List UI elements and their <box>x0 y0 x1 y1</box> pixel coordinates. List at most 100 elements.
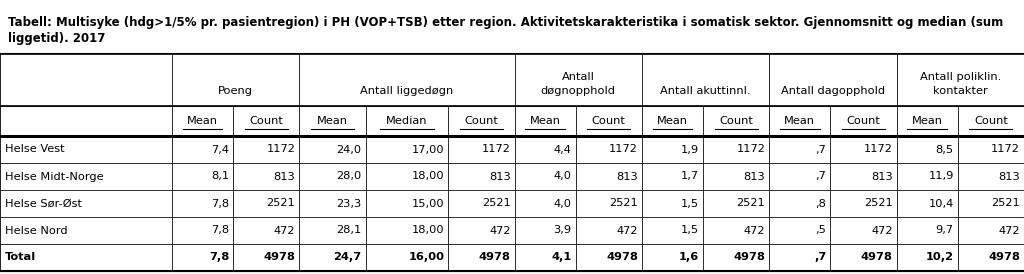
Bar <box>703 106 769 136</box>
Text: 1172: 1172 <box>609 144 638 155</box>
Bar <box>830 244 897 271</box>
Text: 2521: 2521 <box>609 198 638 209</box>
Bar <box>957 244 1024 271</box>
Bar <box>366 136 449 163</box>
Text: kontakter: kontakter <box>933 86 988 96</box>
Bar <box>703 244 769 271</box>
Bar <box>897 217 957 244</box>
Bar <box>897 136 957 163</box>
Bar <box>233 190 299 217</box>
Bar <box>642 217 703 244</box>
Text: 472: 472 <box>489 226 511 235</box>
Bar <box>575 136 642 163</box>
Text: Antall poliklin.: Antall poliklin. <box>920 72 1000 82</box>
Text: 813: 813 <box>273 172 295 181</box>
Text: 2521: 2521 <box>736 198 765 209</box>
Bar <box>769 54 897 106</box>
Text: 1172: 1172 <box>481 144 511 155</box>
Text: 2521: 2521 <box>482 198 511 209</box>
Bar <box>299 244 366 271</box>
Text: 1,6: 1,6 <box>679 253 699 262</box>
Text: 4,0: 4,0 <box>554 198 571 209</box>
Bar <box>897 244 957 271</box>
Text: 472: 472 <box>743 226 765 235</box>
Bar <box>514 54 642 106</box>
Text: 11,9: 11,9 <box>929 172 953 181</box>
Text: 17,00: 17,00 <box>412 144 444 155</box>
Bar <box>769 190 830 217</box>
Bar <box>830 190 897 217</box>
Text: 4978: 4978 <box>988 253 1020 262</box>
Bar <box>0 106 172 136</box>
Text: 472: 472 <box>998 226 1020 235</box>
Bar <box>299 136 366 163</box>
Text: 10,2: 10,2 <box>926 253 953 262</box>
Bar <box>703 136 769 163</box>
Bar <box>233 244 299 271</box>
Text: Helse Vest: Helse Vest <box>5 144 65 155</box>
Text: 3,9: 3,9 <box>554 226 571 235</box>
Text: 472: 472 <box>871 226 893 235</box>
Text: 18,00: 18,00 <box>412 172 444 181</box>
Text: Mean: Mean <box>529 116 560 126</box>
Bar <box>575 244 642 271</box>
Text: Tabell: Multisyke (hdg>1/5% pr. pasientregion) i PH (VOP+TSB) etter region. Akti: Tabell: Multisyke (hdg>1/5% pr. pasientr… <box>8 16 1004 29</box>
Text: 2521: 2521 <box>266 198 295 209</box>
Bar <box>449 106 514 136</box>
Bar <box>830 136 897 163</box>
Bar <box>172 244 233 271</box>
Text: døgnopphold: døgnopphold <box>541 86 615 96</box>
Text: 24,0: 24,0 <box>337 144 361 155</box>
Text: Count: Count <box>592 116 626 126</box>
Bar <box>366 190 449 217</box>
Text: Mean: Mean <box>657 116 688 126</box>
Bar <box>703 190 769 217</box>
Bar <box>299 217 366 244</box>
Text: Helse Sør-Øst: Helse Sør-Øst <box>5 198 82 209</box>
Text: 9,7: 9,7 <box>936 226 953 235</box>
Text: Antall dagopphold: Antall dagopphold <box>781 86 885 96</box>
Bar <box>449 190 514 217</box>
Text: Count: Count <box>847 116 881 126</box>
Bar <box>233 217 299 244</box>
Bar <box>642 244 703 271</box>
Text: Antall liggedøgn: Antall liggedøgn <box>360 86 454 96</box>
Text: Helse Midt-Norge: Helse Midt-Norge <box>5 172 103 181</box>
Text: 7,4: 7,4 <box>211 144 229 155</box>
Text: Antall: Antall <box>562 72 595 82</box>
Bar <box>642 190 703 217</box>
Text: 4,1: 4,1 <box>552 253 571 262</box>
Text: 1172: 1172 <box>736 144 765 155</box>
Bar <box>299 163 366 190</box>
Bar <box>514 136 575 163</box>
Bar <box>172 106 233 136</box>
Text: 16,00: 16,00 <box>409 253 444 262</box>
Bar <box>449 163 514 190</box>
Text: Median: Median <box>386 116 428 126</box>
Bar <box>0 136 172 163</box>
Bar <box>0 244 172 271</box>
Bar <box>299 54 514 106</box>
Text: Mean: Mean <box>187 116 218 126</box>
Text: Helse Nord: Helse Nord <box>5 226 68 235</box>
Bar <box>575 217 642 244</box>
Text: 1172: 1172 <box>864 144 893 155</box>
Bar <box>172 54 299 106</box>
Text: 813: 813 <box>743 172 765 181</box>
Text: 1172: 1172 <box>991 144 1020 155</box>
Text: 4978: 4978 <box>478 253 511 262</box>
Bar <box>366 106 449 136</box>
Text: 8,1: 8,1 <box>211 172 229 181</box>
Text: 813: 813 <box>616 172 638 181</box>
Bar <box>233 163 299 190</box>
Text: 472: 472 <box>273 226 295 235</box>
Bar <box>366 244 449 271</box>
Bar <box>897 190 957 217</box>
Bar <box>514 190 575 217</box>
Text: 7,8: 7,8 <box>209 253 229 262</box>
Bar <box>449 244 514 271</box>
Text: 2521: 2521 <box>991 198 1020 209</box>
Text: 4,0: 4,0 <box>554 172 571 181</box>
Bar <box>957 217 1024 244</box>
Text: Count: Count <box>974 116 1008 126</box>
